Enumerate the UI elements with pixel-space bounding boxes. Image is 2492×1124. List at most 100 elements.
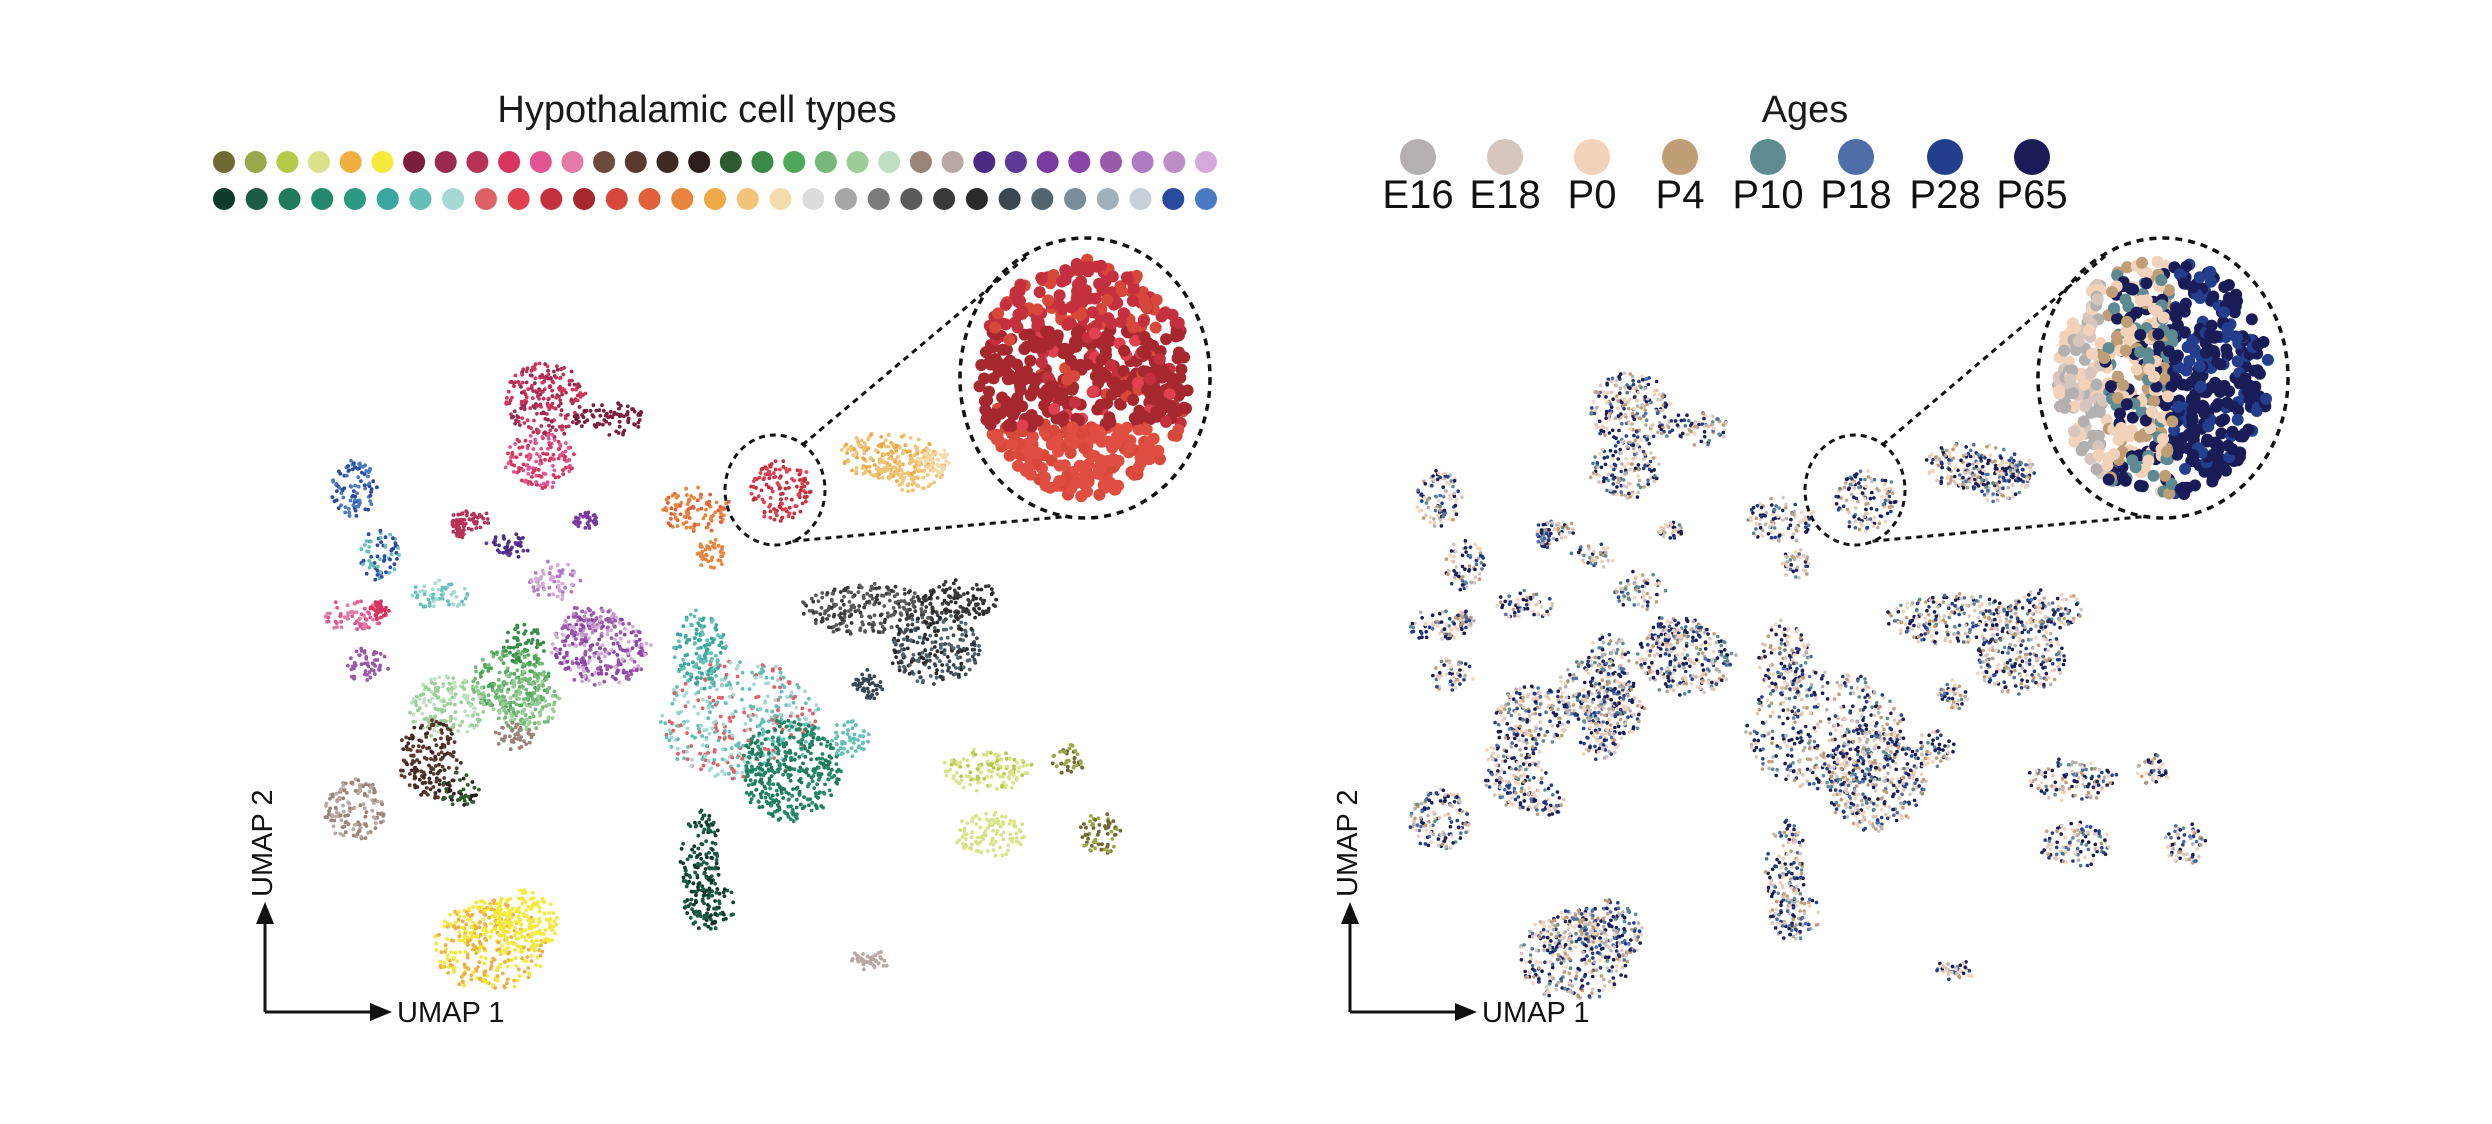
cell-point: [958, 615, 963, 619]
cell-point: [772, 770, 777, 775]
cell-point: [471, 679, 476, 684]
cell-point: [448, 912, 452, 917]
cell-point: [522, 720, 527, 725]
cell-point: [766, 681, 771, 685]
cell-point: [512, 681, 516, 685]
cell-point: [702, 728, 706, 733]
cell-point: [820, 752, 825, 756]
cell-point: [547, 385, 552, 389]
cell-point: [806, 749, 810, 753]
cell-point: [953, 578, 958, 582]
cell-point: [418, 693, 423, 698]
cell-point: [659, 720, 663, 724]
cell-point: [368, 675, 373, 680]
cell-point: [765, 694, 770, 699]
cell-point: [569, 369, 574, 374]
cell-point: [474, 900, 479, 905]
cell-point: [1023, 771, 1028, 775]
cell-point: [707, 814, 712, 818]
cell-point: [503, 465, 508, 470]
cell-point: [736, 663, 740, 668]
cell-point: [447, 765, 451, 770]
cell-point: [643, 652, 647, 657]
cell-point: [743, 778, 748, 782]
cell-point: [424, 786, 429, 790]
cell-point: [948, 609, 953, 614]
cell-point: [500, 685, 505, 690]
cell-point: [768, 786, 772, 791]
cell-point: [562, 643, 567, 648]
cell-point: [729, 746, 734, 750]
cell-point: [965, 821, 970, 825]
cell-point: [418, 602, 423, 607]
cell-point: [500, 944, 504, 948]
cell-point: [675, 710, 680, 715]
cell-point: [723, 758, 728, 763]
cell-point: [693, 735, 697, 740]
cell-point: [431, 592, 436, 597]
cell-point: [951, 776, 956, 781]
cell-point: [679, 846, 684, 851]
cell-point: [967, 667, 972, 672]
cell-point: [906, 623, 910, 627]
cell-point: [338, 788, 343, 793]
cell-point: [431, 599, 436, 604]
cell-point: [529, 368, 534, 373]
cell-point: [429, 757, 433, 761]
cell-point: [427, 603, 432, 608]
cell-point: [536, 697, 541, 702]
cell-point: [790, 725, 794, 729]
cell-point: [422, 584, 427, 589]
cell-point: [617, 419, 622, 424]
cell-point: [494, 920, 499, 925]
cell-point: [713, 912, 717, 917]
cell-point: [703, 754, 708, 758]
cell-point: [563, 639, 568, 643]
cell-point: [709, 515, 714, 519]
cell-point: [759, 751, 764, 755]
cell-point: [684, 691, 689, 696]
cell-point: [343, 830, 348, 835]
cell-point: [746, 745, 751, 750]
cell-point: [508, 734, 512, 739]
cell-point: [478, 674, 483, 679]
cell-point: [962, 607, 966, 612]
cell-point: [580, 609, 585, 614]
cell-point: [994, 597, 998, 602]
cell-point: [345, 616, 350, 621]
cell-point: [986, 849, 990, 853]
cell-point: [378, 535, 383, 540]
cell-point: [748, 778, 753, 782]
cell-point: [681, 658, 685, 662]
cell-point: [847, 735, 852, 739]
cell-point: [562, 457, 567, 462]
cell-point: [405, 762, 409, 767]
cell-point: [684, 525, 689, 530]
cell-point: [713, 626, 718, 630]
cell-point: [672, 655, 677, 660]
cell-point: [439, 750, 444, 755]
cell-point: [765, 761, 770, 766]
cell-point: [429, 733, 433, 738]
cell-point: [915, 640, 920, 645]
cell-type-legend-dot: [442, 188, 465, 210]
cell-point: [524, 369, 529, 374]
cell-point: [771, 748, 776, 753]
cell-point: [716, 543, 721, 548]
cell-point: [730, 755, 735, 760]
cell-point: [779, 788, 784, 793]
cell-point: [1029, 762, 1034, 767]
cell-point: [563, 449, 568, 454]
cell-point: [913, 609, 918, 613]
cell-point: [719, 547, 724, 552]
cell-point: [854, 683, 859, 688]
cell-point: [760, 741, 764, 746]
cell-point: [900, 642, 905, 647]
cell-point: [538, 931, 543, 936]
cell-point: [602, 679, 607, 684]
cell-point: [512, 672, 517, 676]
cell-point: [499, 907, 503, 912]
cell-point: [703, 758, 708, 763]
cell-point: [363, 669, 368, 674]
cell-point: [532, 721, 537, 726]
